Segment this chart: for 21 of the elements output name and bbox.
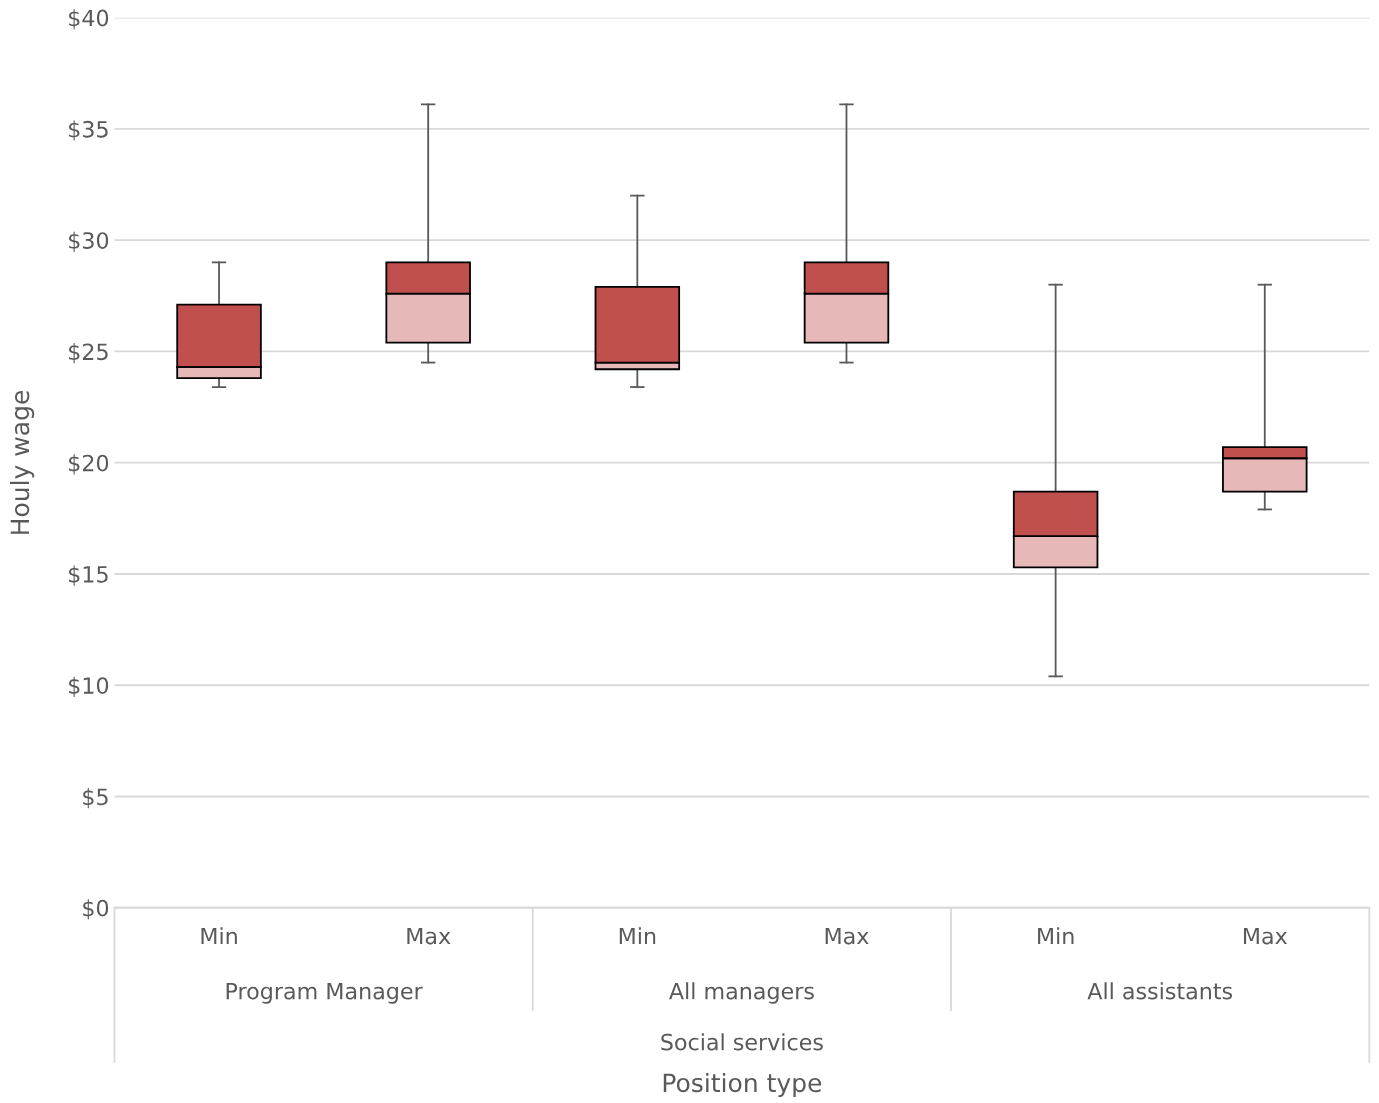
y-tick-label: $35 bbox=[69, 120, 108, 141]
x-tick-label: Max bbox=[407, 927, 451, 945]
y-tick-label: $5 bbox=[83, 788, 108, 809]
text: All assistants bbox=[1087, 982, 1233, 1000]
x-tick-label: Min bbox=[619, 927, 656, 945]
y-tick-label: $15 bbox=[69, 565, 108, 586]
y-tick-label: $25 bbox=[69, 343, 108, 364]
x-tick-label: Max bbox=[825, 927, 869, 945]
text: Program Manager bbox=[226, 982, 423, 1004]
x-tick-label: Min bbox=[1038, 927, 1074, 945]
y-tick-label: $40 bbox=[69, 9, 109, 30]
text: Position type bbox=[663, 1072, 822, 1098]
x-tick-label: Max bbox=[1243, 927, 1288, 945]
y-tick-label: $10 bbox=[69, 676, 109, 697]
y-tick-label: $20 bbox=[69, 454, 109, 475]
text: All managers bbox=[669, 982, 814, 1004]
text: Social services bbox=[661, 1033, 823, 1051]
x-tick-label: Min bbox=[201, 927, 237, 945]
y-tick-label: $0 bbox=[83, 899, 109, 920]
y-tick-label: $30 bbox=[69, 231, 109, 252]
y-axis-title: Houly wage bbox=[9, 391, 35, 534]
